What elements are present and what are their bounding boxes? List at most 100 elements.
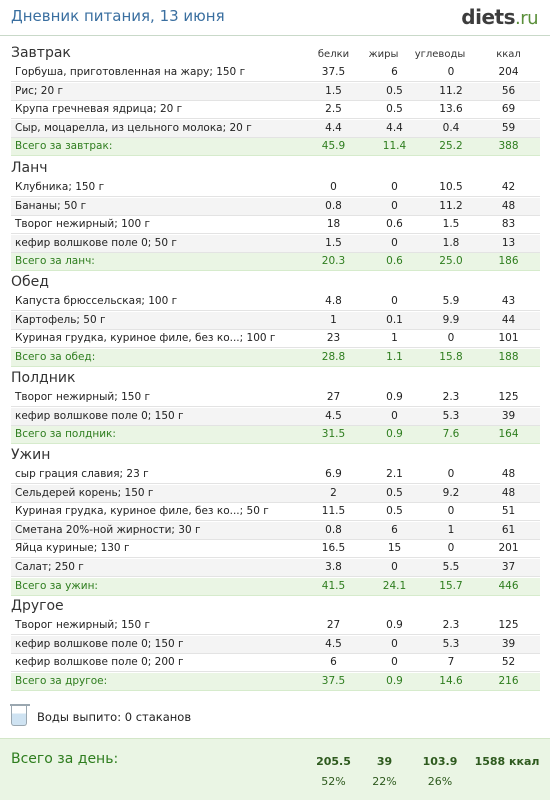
kcal-value: 446 xyxy=(498,579,519,592)
protein-value: 0.8 xyxy=(325,523,342,536)
food-name: Крупа гречневая ядрица; 20 г xyxy=(15,103,183,116)
fat-value: 0 xyxy=(391,637,398,650)
food-row[interactable]: Клубника; 150 г 0 0 10.5 42 xyxy=(11,179,540,197)
fat-value: 6 xyxy=(391,66,398,78)
fat-value: 6 xyxy=(391,523,398,536)
protein-value: 4.4 xyxy=(325,121,342,134)
site-logo[interactable]: diets.ru xyxy=(461,5,538,29)
food-row[interactable]: Горбуша, приготовленная на жару; 150 г 37… xyxy=(11,64,540,82)
water-text: Воды выпито: 0 стаканов xyxy=(37,710,192,724)
meal-title: Обед xyxy=(11,274,49,290)
food-row[interactable]: Сметана 20%-ной жирности; 30 г 0.8 6 1 61 xyxy=(11,521,540,540)
meal-total-label: Всего за завтрак: xyxy=(15,140,113,153)
protein-value: 41.5 xyxy=(321,579,346,592)
food-row[interactable]: Сельдерей корень; 150 г 2 0.5 9.2 48 xyxy=(11,484,540,503)
food-row[interactable]: Бананы; 50 г 0.8 0 11.2 48 xyxy=(11,197,540,216)
carbs-value: 2.3 xyxy=(442,391,460,403)
food-row[interactable]: Творог нежирный; 100 г 18 0.6 1.5 83 xyxy=(11,216,540,235)
day-total-carbs: 103.9 xyxy=(422,755,458,768)
carbs-value: 15.8 xyxy=(439,350,463,363)
food-row[interactable]: Картофель; 50 г 1 0.1 9.9 44 xyxy=(11,311,540,330)
protein-value: 18 xyxy=(326,218,341,231)
kcal-value: 42 xyxy=(501,181,516,193)
kcal-value: 39 xyxy=(501,637,516,650)
fat-value: 0 xyxy=(391,236,398,249)
food-row[interactable]: Салат; 250 г 3.8 0 5.5 37 xyxy=(11,559,540,577)
kcal-value: 44 xyxy=(501,313,516,326)
food-name: Творог нежирный; 150 г xyxy=(15,391,150,403)
food-name: Бананы; 50 г xyxy=(15,199,87,212)
page-header: Дневник питания, 13 июня diets.ru xyxy=(0,0,550,36)
day-carbs-percent: 26% xyxy=(427,775,453,788)
food-name: Сыр, моцарелла, из цельного молока; 20 г xyxy=(15,121,252,134)
food-row[interactable]: Куриная грудка, куриное филе, без ко...;… xyxy=(11,503,540,522)
food-row[interactable]: Капуста брюссельская; 100 г 4.8 0 5.9 43 xyxy=(11,293,540,311)
food-row[interactable]: Творог нежирный; 150 г 27 0.9 2.3 125 xyxy=(11,389,540,407)
kcal-value: 37 xyxy=(501,561,516,573)
protein-value: 37.5 xyxy=(321,674,346,687)
food-row[interactable]: Яйца куриные; 130 г 16.5 15 0 201 xyxy=(11,540,540,559)
day-total-panel: Всего за день: 205.5 39 103.9 1588 ккал … xyxy=(0,738,550,800)
food-row[interactable]: Сыр, моцарелла, из цельного молока; 20 г… xyxy=(11,119,540,138)
fat-value: 0.5 xyxy=(386,103,403,116)
meal-title: Ужин xyxy=(11,447,51,463)
kcal-value: 52 xyxy=(501,656,516,669)
column-header-kcal: ккал xyxy=(496,49,521,60)
food-row[interactable]: кефир волшкове поле 0; 150 г 4.5 0 5.3 39 xyxy=(11,635,540,654)
protein-value: 2 xyxy=(330,486,337,499)
kcal-value: 164 xyxy=(498,428,519,441)
water-glass-icon[interactable] xyxy=(10,704,30,726)
page-title: Дневник питания, 13 июня xyxy=(11,7,225,25)
carbs-value: 13.6 xyxy=(439,103,463,116)
day-protein-percent: 52% xyxy=(321,775,346,788)
meal-total-row: Всего за обед: 28.8 1.1 15.8 188 xyxy=(11,348,540,367)
carbs-value: 5.3 xyxy=(442,637,460,650)
protein-value: 11.5 xyxy=(321,505,346,518)
carbs-value: 25.0 xyxy=(439,255,463,268)
carbs-value: 5.3 xyxy=(442,409,460,422)
carbs-value: 9.2 xyxy=(442,486,460,499)
carbs-value: 0 xyxy=(447,468,455,480)
protein-value: 1.5 xyxy=(325,236,342,249)
day-total-protein: 205.5 xyxy=(316,755,351,768)
protein-value: 1.5 xyxy=(325,84,342,97)
food-row[interactable]: кефир волшкове поле 0; 150 г 4.5 0 5.3 39 xyxy=(11,407,540,426)
meal-title: Завтрак xyxy=(11,45,71,61)
kcal-value: 83 xyxy=(501,218,516,231)
carbs-value: 7.6 xyxy=(442,428,460,441)
food-name: Творог нежирный; 150 г xyxy=(15,619,150,631)
column-header-fat: жиры xyxy=(368,49,399,60)
kcal-value: 186 xyxy=(498,255,519,268)
logo-main: diets xyxy=(461,5,515,29)
column-header-carbs: углеводы xyxy=(414,49,466,60)
food-row[interactable]: Рис; 20 г 1.5 0.5 11.2 56 xyxy=(11,82,540,101)
food-name: Куриная грудка, куриное филе, без ко...;… xyxy=(15,332,276,345)
column-header-protein: белки xyxy=(317,49,350,60)
carbs-value: 15.7 xyxy=(439,579,463,592)
food-name: Яйца куриные; 130 г xyxy=(15,542,130,555)
carbs-value: 14.6 xyxy=(439,674,463,687)
fat-value: 0.9 xyxy=(386,619,403,631)
fat-value: 0.6 xyxy=(386,218,403,231)
fat-value: 2.1 xyxy=(386,468,403,480)
food-row[interactable]: сыр грация славия; 23 г 6.9 2.1 0 48 xyxy=(11,466,540,484)
kcal-value: 13 xyxy=(501,236,516,249)
food-row[interactable]: Крупа гречневая ядрица; 20 г 2.5 0.5 13.6 69 xyxy=(11,101,540,120)
food-row[interactable]: кефир волшкове поле 0; 200 г 6 0 7 52 xyxy=(11,654,540,673)
fat-value: 0.1 xyxy=(386,313,403,326)
meal-title: Ланч xyxy=(11,160,48,176)
meal-total-row: Всего за другое: 37.5 0.9 14.6 216 xyxy=(11,672,540,691)
fat-value: 11.4 xyxy=(382,140,407,153)
protein-value: 4.5 xyxy=(325,637,342,650)
carbs-value: 25.2 xyxy=(439,140,463,153)
fat-value: 0 xyxy=(391,199,398,212)
food-row[interactable]: Творог нежирный; 150 г 27 0.9 2.3 125 xyxy=(11,617,540,635)
kcal-value: 48 xyxy=(501,486,516,499)
food-row[interactable]: Куриная грудка, куриное филе, без ко...;… xyxy=(11,330,540,349)
fat-value: 0.9 xyxy=(386,674,403,687)
food-row[interactable]: кефир волшкове поле 0; 50 г 1.5 0 1.8 13 xyxy=(11,234,540,253)
kcal-value: 101 xyxy=(498,332,519,345)
protein-value: 6.9 xyxy=(325,468,342,480)
kcal-value: 43 xyxy=(501,295,516,307)
protein-value: 23 xyxy=(326,332,341,345)
